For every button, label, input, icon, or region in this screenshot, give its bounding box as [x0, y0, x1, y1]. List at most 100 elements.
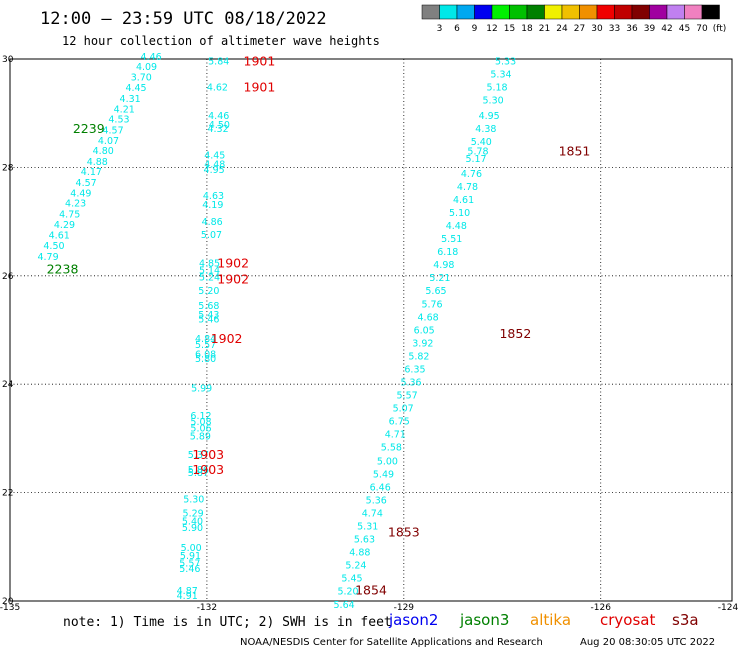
wave-height-value: 4.09 [136, 62, 157, 73]
wave-height-value: 5.57 [195, 340, 216, 351]
pass-time-label: 1901 [244, 54, 276, 69]
legend-swatch [579, 4, 598, 20]
wave-height-value: 5.36 [366, 496, 387, 507]
wave-height-value: 5.14 [199, 265, 220, 276]
wave-height-value: 4.07 [98, 136, 119, 147]
wave-height-value: 5.21 [429, 273, 450, 284]
pass-time-label: 1902 [211, 331, 243, 346]
wave-height-value: 5.24 [345, 561, 366, 572]
wave-height-value: 5.84 [208, 57, 229, 68]
legend-label: 3 [437, 24, 443, 34]
wave-height-value: 4.74 [362, 509, 383, 520]
wave-height-value: 4.32 [207, 124, 228, 135]
y-tick-label: 28 [2, 163, 14, 173]
wave-height-value: 5.58 [381, 443, 402, 454]
wave-height-value: 5.30 [483, 96, 504, 107]
wave-height-value: 5.20 [337, 587, 358, 598]
wave-height-value: 4.98 [433, 260, 454, 271]
satellite-name-cryosat: cryosat [600, 611, 655, 629]
wave-height-value: 4.95 [204, 165, 225, 176]
legend-swatch [596, 4, 615, 20]
legend-label: 45 [679, 24, 690, 34]
legend-swatch [544, 4, 563, 20]
wave-height-value: 4.49 [70, 188, 91, 199]
legend-label: 21 [539, 24, 550, 34]
satellite-name-jason3: jason3 [459, 611, 509, 629]
credit-timestamp: Aug 20 08:30:05 UTC 2022 [580, 637, 715, 648]
legend-label: 36 [626, 24, 638, 34]
legend-label: 15 [504, 24, 515, 34]
wave-height-value: 4.87 [177, 586, 198, 597]
legend-label: 42 [661, 24, 672, 34]
wave-height-value: 5.49 [373, 470, 394, 481]
wave-height-value: 4.84 [195, 334, 216, 345]
legend-label: 18 [521, 24, 533, 34]
wave-height-value: 4.48 [446, 221, 467, 232]
wave-height-value: 5.00 [181, 543, 202, 554]
wave-height-value: 4.29 [54, 220, 75, 231]
wave-height-value: 5.43 [198, 310, 219, 321]
wave-height-value: 6.46 [370, 483, 391, 494]
x-tick-label: -132 [197, 603, 217, 613]
wave-height-value: 5.99 [191, 383, 212, 394]
wave-height-value: 4.79 [37, 252, 58, 263]
wave-height-value: 6.75 [389, 417, 410, 428]
chart-subtitle: 12 hour collection of altimeter wave hei… [62, 34, 380, 48]
wave-height-value: 3.70 [131, 72, 152, 83]
wave-height-value: 5.51 [441, 234, 462, 245]
wave-height-value: 5.87 [188, 468, 209, 479]
y-tick-label: 20 [2, 597, 14, 607]
wave-height-value: 4.62 [207, 83, 228, 94]
wave-height-value: 5.76 [421, 299, 442, 310]
wave-height-value: 4.31 [120, 94, 141, 105]
wave-height-value: 5.18 [486, 83, 507, 94]
wave-height-value: 6.08 [195, 349, 216, 360]
wave-height-value: 4.50 [43, 241, 64, 252]
wave-height-value: 4.21 [114, 104, 135, 115]
wave-height-value: 5.10 [449, 208, 470, 219]
legend-label: 70 [696, 24, 708, 34]
wave-height-value: 4.76 [461, 169, 482, 180]
legend-swatch [509, 4, 528, 20]
y-tick-label: 30 [2, 55, 14, 65]
wave-height-value: 5.24 [199, 272, 220, 283]
pass-time-label: 2239 [73, 121, 105, 136]
wave-height-value: 5.34 [490, 70, 511, 81]
wave-height-value: 5.06 [190, 424, 211, 435]
legend-swatch [421, 4, 440, 20]
satellite-name-jason2: jason2 [388, 611, 438, 629]
legend-label: 39 [644, 24, 656, 34]
pass-time-label: 1851 [559, 144, 591, 159]
wave-height-value: 5.57 [397, 391, 418, 402]
wave-height-value: 4.85 [199, 258, 220, 269]
legend-swatch [491, 4, 510, 20]
wave-height-value: 6.18 [437, 247, 458, 258]
wave-height-value: 4.88 [349, 548, 370, 559]
wave-height-value: 6.05 [414, 326, 435, 337]
wave-height-value: 3.92 [412, 339, 433, 350]
wave-height-value: 5.00 [377, 457, 398, 468]
plot-frame [9, 58, 733, 602]
legend-swatch [456, 4, 475, 20]
chart-title: 12:00 – 23:59 UTC 08/18/2022 [40, 9, 327, 29]
legend-label: 27 [574, 24, 585, 34]
pass-time-label: 1902 [217, 255, 249, 270]
wave-height-value: 5.29 [183, 509, 204, 520]
note-text: note: 1) Time is in UTC; 2) SWH is in fe… [63, 615, 392, 630]
wave-height-value: 5.65 [425, 286, 446, 297]
y-tick-label: 24 [2, 380, 14, 390]
wave-height-value: 4.23 [65, 199, 86, 210]
wave-height-value: 5.40 [471, 137, 492, 148]
wave-height-value: 5.78 [467, 147, 488, 158]
wave-height-value: 4.71 [385, 430, 406, 441]
wave-height-value: 4.91 [177, 591, 198, 602]
legend-swatch [701, 4, 720, 20]
wave-height-value: 5.80 [195, 354, 216, 365]
wave-height-value: 4.88 [87, 157, 108, 168]
wave-height-value: 4.48 [204, 160, 225, 171]
legend-swatch [561, 4, 580, 20]
wave-height-value: 4.80 [93, 146, 114, 157]
wave-height-value: 5.90 [182, 523, 203, 534]
credit-source: NOAA/NESDIS Center for Satellite Applica… [240, 637, 543, 648]
